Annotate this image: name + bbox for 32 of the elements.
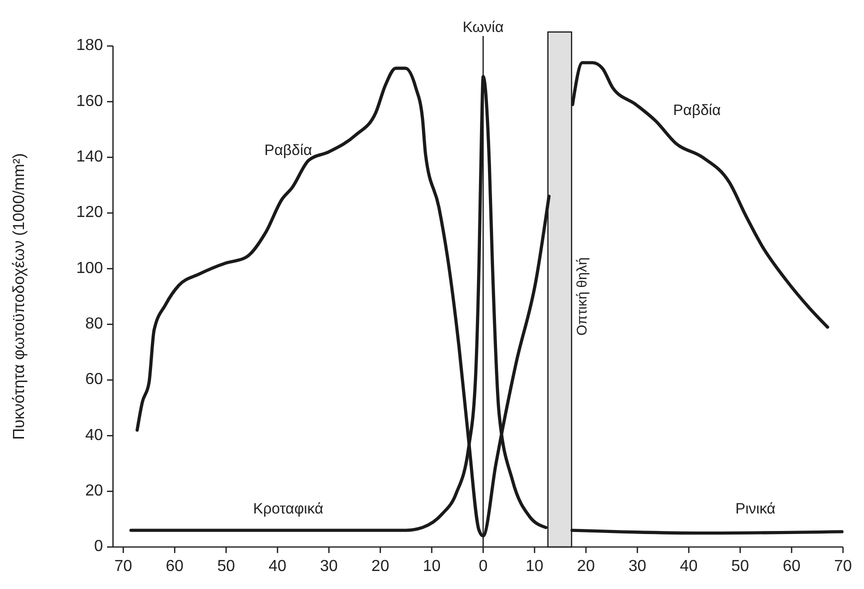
x-tick-label: 40 — [680, 558, 698, 575]
annotation: Ραβδία — [264, 142, 312, 160]
x-tick-label: 10 — [422, 558, 441, 575]
x-tick-label: 50 — [217, 558, 236, 575]
y-tick-label: 80 — [85, 316, 104, 333]
y-tick-label: 180 — [76, 37, 104, 54]
x-tick-label: 10 — [526, 558, 544, 575]
x-tick-label: 30 — [628, 558, 646, 575]
annotation: Κροταφικά — [253, 500, 324, 518]
y-tick-label: 120 — [76, 204, 104, 222]
x-tick-label: 60 — [166, 558, 184, 575]
ref-line-label: Κωνία — [462, 19, 504, 36]
x-tick-label: 50 — [731, 558, 750, 575]
y-tick-label: 60 — [85, 371, 104, 388]
band-label: Οπτική θηλή — [574, 257, 590, 336]
y-tick-label: 40 — [85, 426, 104, 444]
x-tick-label: 70 — [834, 558, 852, 575]
annotation: Ρινικά — [735, 500, 776, 518]
x-tick-label: 40 — [268, 558, 287, 575]
y-tick-label: 0 — [94, 538, 104, 556]
y-tick-label: 100 — [76, 260, 104, 277]
x-tick-label: 30 — [320, 558, 338, 575]
y-axis-title: Πυκνότητα φωτοϋποδοχέων (1000/mm²) — [11, 153, 28, 440]
x-tick-label: 0 — [478, 558, 488, 575]
x-tick-label: 70 — [114, 558, 132, 575]
y-tick-label: 20 — [85, 482, 104, 500]
y-tick-label: 160 — [76, 92, 104, 110]
y-tick-label: 140 — [76, 148, 104, 166]
annotation: Ραβδία — [673, 102, 722, 120]
x-tick-label: 60 — [782, 558, 801, 575]
x-tick-label: 20 — [577, 558, 595, 575]
x-tick-label: 20 — [371, 558, 390, 575]
